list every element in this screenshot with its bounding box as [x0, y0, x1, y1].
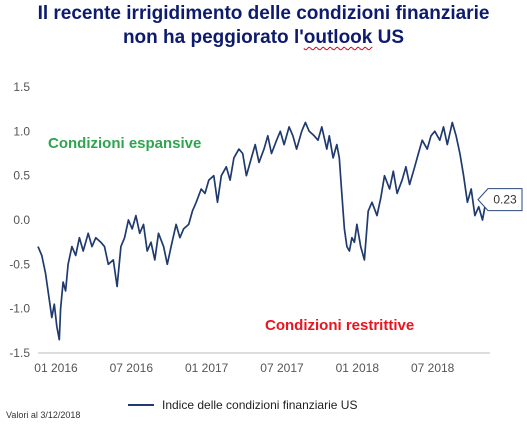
title-line-2-post: US — [372, 27, 405, 48]
y-tick-label: 0.5 — [13, 169, 30, 183]
x-tick-label: 01 2016 — [34, 361, 78, 375]
title-line-2-word: outlook — [303, 27, 373, 48]
annotation-restrictive: Condizioni restrittive — [265, 317, 414, 334]
x-tick-label: 07 2018 — [411, 361, 455, 375]
series-line — [37, 121, 488, 341]
y-tick-label: -0.5 — [9, 257, 30, 271]
legend: Indice delle condizioni finanziarie US — [128, 398, 357, 412]
y-tick-label: -1.0 — [9, 302, 30, 316]
title-line-2-pre: non ha peggiorato l' — [122, 27, 304, 48]
y-tick-label: 0.0 — [13, 213, 30, 227]
x-tick-label: 01 2017 — [185, 361, 229, 375]
x-tick-label: 07 2016 — [110, 361, 154, 375]
y-tick-label: -1.5 — [9, 346, 30, 360]
y-tick-label: 1.5 — [13, 80, 30, 94]
annotation-expansive: Condizioni espansive — [48, 135, 201, 152]
legend-swatch — [128, 404, 154, 406]
last-value-callout — [477, 188, 523, 212]
x-tick-label: 01 2018 — [336, 361, 380, 375]
y-tick-label: 1.0 — [13, 124, 30, 138]
last-value-label: 0.23 — [493, 193, 517, 207]
x-tick-label: 07 2017 — [260, 361, 304, 375]
title-line-2: non ha peggiorato l'outlook US — [0, 26, 527, 50]
legend-label: Indice delle condizioni finanziarie US — [162, 398, 358, 412]
title-line-1: Il recente irrigidimento delle condizion… — [37, 3, 490, 24]
chart-title: Il recente irrigidimento delle condizion… — [0, 2, 527, 50]
data-note: Valori al 3/12/2018 — [6, 410, 81, 420]
